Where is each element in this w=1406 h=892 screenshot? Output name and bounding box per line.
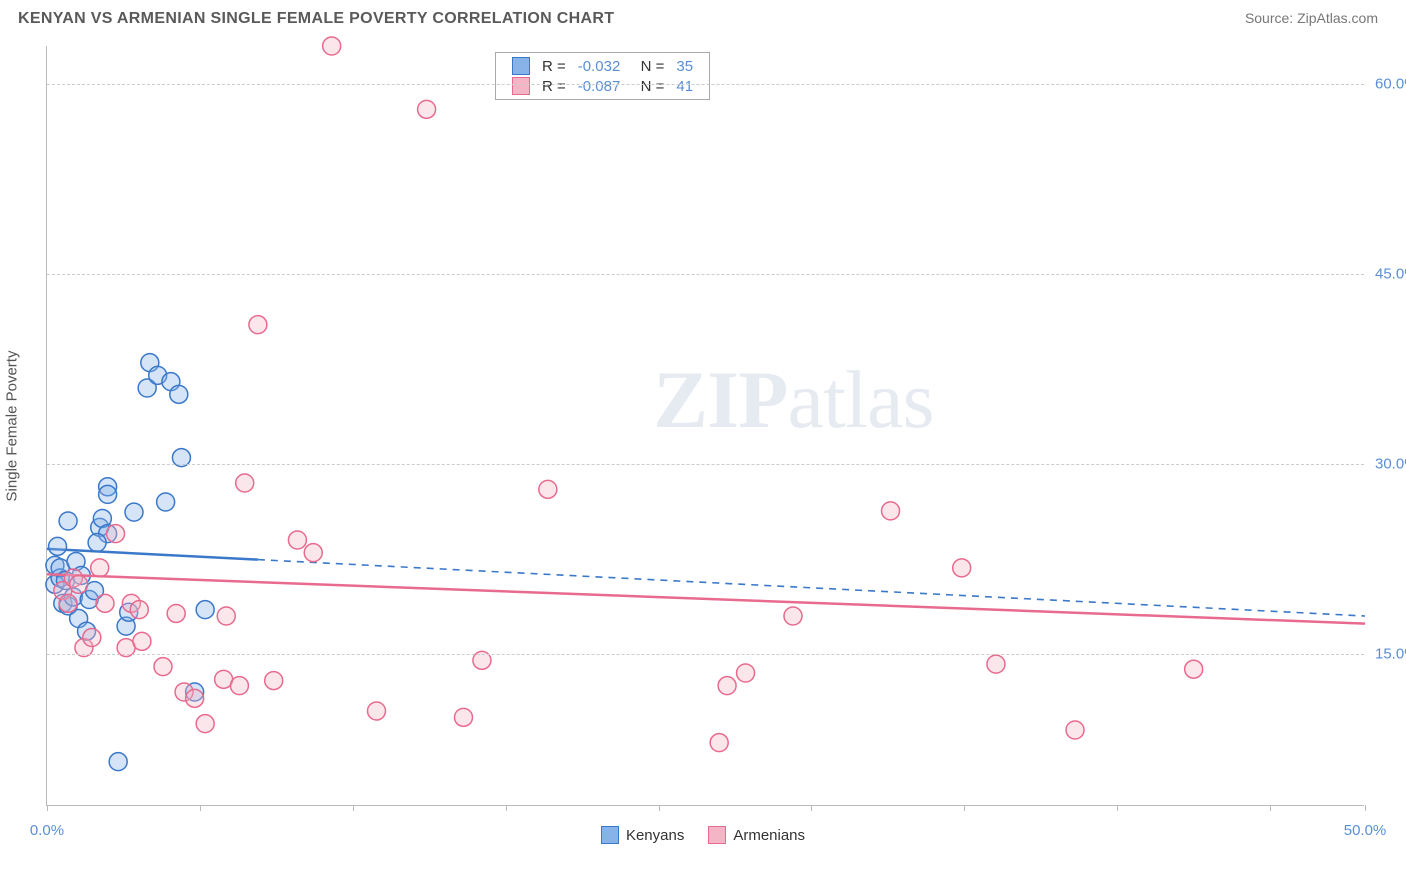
data-point	[710, 734, 728, 752]
legend-row: R = -0.087 N = 41	[506, 76, 699, 96]
gridline-h	[47, 274, 1364, 275]
scatter-svg	[47, 46, 1364, 805]
data-point	[157, 493, 175, 511]
legend-swatch	[601, 826, 619, 844]
data-point	[718, 677, 736, 695]
x-tick	[659, 805, 660, 811]
y-axis-label: Single Female Poverty	[4, 351, 21, 502]
data-point	[368, 702, 386, 720]
x-tick	[200, 805, 201, 811]
data-point	[196, 715, 214, 733]
data-point	[953, 559, 971, 577]
legend-swatch	[512, 77, 530, 95]
data-point	[125, 503, 143, 521]
data-point	[59, 512, 77, 530]
legend-row: R = -0.032 N = 35	[506, 56, 699, 76]
x-tick	[506, 805, 507, 811]
data-point	[107, 525, 125, 543]
y-tick-label: 60.0%	[1375, 76, 1406, 93]
x-tick	[1365, 805, 1366, 811]
data-point	[265, 672, 283, 690]
x-tick	[353, 805, 354, 811]
legend-label: Kenyans	[626, 827, 684, 844]
legend-n-value: 41	[670, 76, 699, 96]
x-tick	[47, 805, 48, 811]
legend-r-value: -0.032	[572, 56, 627, 76]
data-point	[1185, 660, 1203, 678]
trendline-solid	[47, 574, 1365, 623]
gridline-h	[47, 84, 1364, 85]
data-point	[170, 385, 188, 403]
data-point	[1066, 721, 1084, 739]
data-point	[96, 594, 114, 612]
x-tick	[964, 805, 965, 811]
data-point	[70, 575, 88, 593]
data-point	[186, 689, 204, 707]
data-point	[236, 474, 254, 492]
data-point	[249, 316, 267, 334]
plot-area: ZIPatlas R = -0.032 N = 35R = -0.087 N =…	[46, 46, 1364, 806]
data-point	[454, 708, 472, 726]
data-point	[59, 594, 77, 612]
legend-swatch	[512, 57, 530, 75]
legend-item: Armenians	[708, 826, 805, 844]
legend-swatch	[708, 826, 726, 844]
y-tick-label: 30.0%	[1375, 456, 1406, 473]
data-point	[304, 544, 322, 562]
legend-label: Armenians	[733, 827, 805, 844]
data-point	[784, 607, 802, 625]
data-point	[167, 604, 185, 622]
data-point	[882, 502, 900, 520]
data-point	[130, 601, 148, 619]
data-point	[737, 664, 755, 682]
legend-r-value: -0.087	[572, 76, 627, 96]
chart-source: Source: ZipAtlas.com	[1245, 10, 1378, 26]
data-point	[323, 37, 341, 55]
data-point	[133, 632, 151, 650]
x-tick	[1270, 805, 1271, 811]
legend-n-value: 35	[670, 56, 699, 76]
data-point	[154, 658, 172, 676]
data-point	[49, 537, 67, 555]
data-point	[987, 655, 1005, 673]
data-point	[99, 485, 117, 503]
x-tick	[1117, 805, 1118, 811]
data-point	[196, 601, 214, 619]
data-point	[83, 629, 101, 647]
data-point	[91, 559, 109, 577]
chart-header: KENYAN VS ARMENIAN SINGLE FEMALE POVERTY…	[0, 0, 1406, 34]
data-point	[88, 534, 106, 552]
data-point	[418, 100, 436, 118]
data-point	[288, 531, 306, 549]
gridline-h	[47, 654, 1364, 655]
legend-series: Kenyans Armenians	[0, 826, 1406, 844]
x-tick	[811, 805, 812, 811]
data-point	[539, 480, 557, 498]
data-point	[109, 753, 127, 771]
data-point	[217, 607, 235, 625]
y-tick-label: 45.0%	[1375, 266, 1406, 283]
legend-table: R = -0.032 N = 35R = -0.087 N = 41	[506, 56, 699, 96]
gridline-h	[47, 464, 1364, 465]
data-point	[230, 677, 248, 695]
legend-item: Kenyans	[601, 826, 684, 844]
chart-title: KENYAN VS ARMENIAN SINGLE FEMALE POVERTY…	[18, 10, 614, 28]
y-tick-label: 15.0%	[1375, 646, 1406, 663]
legend-correlation: R = -0.032 N = 35R = -0.087 N = 41	[495, 52, 710, 100]
